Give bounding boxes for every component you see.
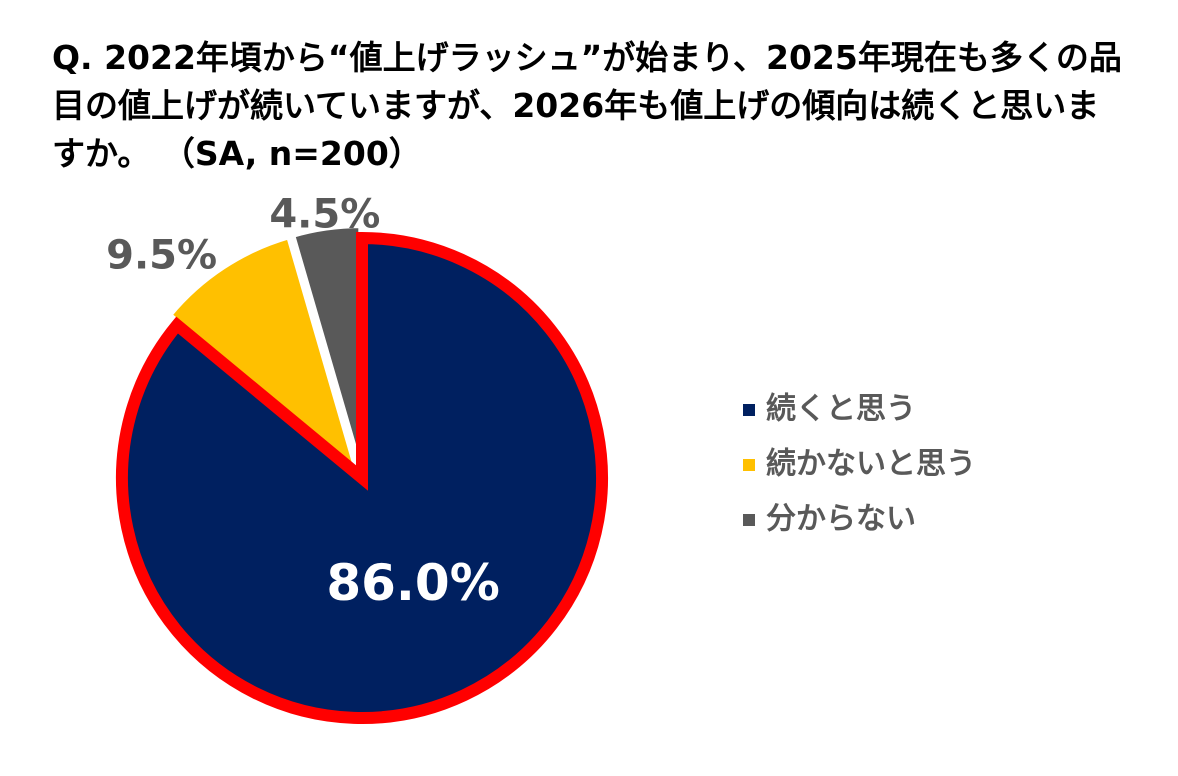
legend-marker: [743, 514, 755, 526]
legend-marker: [743, 404, 755, 416]
data-label: 4.5%: [269, 192, 380, 238]
legend-marker: [743, 459, 755, 471]
pie-slice: [167, 235, 360, 474]
data-label: 86.0%: [326, 554, 499, 612]
data-label: 9.5%: [106, 232, 217, 278]
pie-slice: [116, 231, 608, 724]
legend-label: 続かないと思う: [766, 447, 976, 482]
legend-label: 分からない: [766, 502, 916, 537]
legend-label: 続くと思う: [766, 392, 916, 427]
chart-title: Q. 2022年頃から“値上げラッシュ”が始まり、2025年現在も多くの品目の値…: [52, 38, 1122, 173]
pie-slice: [290, 224, 363, 467]
